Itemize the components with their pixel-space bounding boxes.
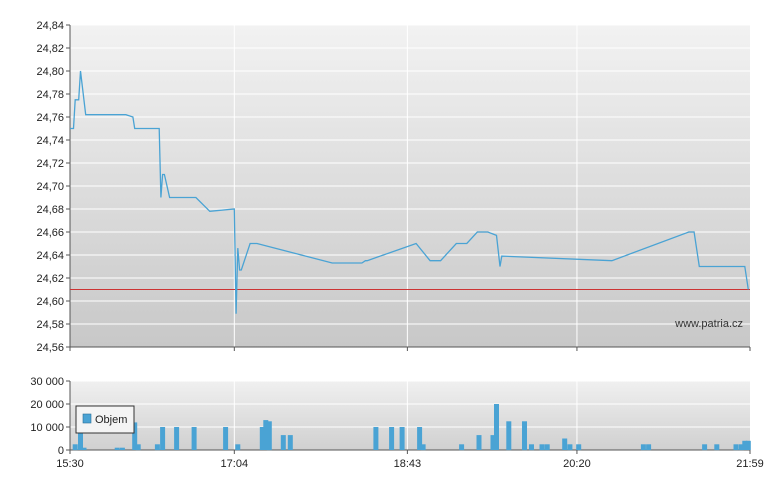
volume-bar — [223, 427, 229, 450]
volume-y-tick-label: 10 000 — [30, 422, 64, 434]
legend-label: Objem — [95, 414, 127, 426]
volume-bar — [78, 431, 83, 450]
volume-y-tick-label: 20 000 — [30, 399, 64, 411]
credit-label: www.patria.cz — [674, 318, 743, 330]
volume-bar — [506, 421, 512, 451]
volume-bar — [114, 447, 120, 450]
volume-bar — [174, 427, 180, 450]
volume-bar — [576, 444, 582, 451]
price-y-tick-label: 24,68 — [36, 204, 64, 216]
x-tick-label: 15:30 — [56, 458, 84, 470]
volume-bar — [738, 444, 744, 451]
price-y-tick-label: 24,60 — [36, 296, 64, 308]
volume-bar — [742, 440, 748, 450]
volume-bar — [417, 427, 423, 450]
volume-bar — [544, 444, 550, 451]
price-y-tick-label: 24,78 — [36, 89, 64, 101]
x-tick-label: 17:04 — [221, 458, 249, 470]
price-series-line — [70, 70, 749, 314]
price-y-tick-label: 24,76 — [36, 112, 64, 124]
volume-bar — [81, 447, 87, 450]
price-y-tick-label: 24,72 — [36, 158, 64, 170]
x-tick-label: 21:59 — [736, 458, 764, 470]
volume-bar — [160, 427, 166, 450]
volume-bar — [745, 440, 751, 450]
volume-bar — [714, 444, 720, 451]
volume-bar — [494, 404, 499, 450]
volume-bar — [119, 447, 125, 450]
volume-bars — [72, 404, 751, 451]
volume-bar — [132, 422, 138, 450]
volume-bar — [259, 427, 265, 450]
volume-bar — [459, 444, 465, 451]
volume-y-tick-labels: 30 000 20 000 10 000 0 — [30, 376, 70, 457]
volume-bar — [287, 435, 293, 450]
volume-bar — [280, 435, 286, 450]
volume-bar — [420, 444, 426, 451]
volume-bar — [733, 444, 739, 451]
volume-y-tick-label: 0 — [58, 445, 64, 457]
volume-y-tick-label: 30 000 — [30, 376, 64, 388]
price-y-tick-label: 24,56 — [36, 342, 64, 354]
volume-bar — [135, 444, 141, 451]
volume-bar — [646, 444, 652, 451]
volume-bar — [373, 427, 379, 450]
volume-bar — [191, 427, 197, 450]
volume-bar — [529, 444, 534, 451]
volume-bar — [539, 444, 545, 451]
price-x-ticks — [69, 347, 751, 351]
price-y-tick-label: 24,74 — [36, 135, 64, 147]
volume-grid — [70, 380, 750, 450]
volume-bar — [562, 438, 568, 450]
volume-bar — [567, 444, 573, 451]
volume-bar — [476, 435, 482, 450]
volume-bar — [266, 421, 272, 451]
volume-x-tick-labels: 15:30 17:04 18:43 20:20 21:59 — [56, 450, 764, 470]
volume-bar — [702, 444, 708, 451]
price-y-tick-label: 24,66 — [36, 227, 64, 239]
price-y-tick-label: 24,58 — [36, 319, 64, 331]
price-y-tick-label: 24,84 — [36, 20, 64, 32]
volume-bar — [389, 427, 395, 450]
price-y-tick-labels: 24,84 24,82 24,80 24,78 24,76 24,74 24,72 24,70… — [36, 20, 70, 354]
volume-bar — [640, 444, 646, 451]
price-y-tick-label: 24,82 — [36, 43, 64, 55]
volume-legend: Objem — [75, 405, 135, 434]
volume-bar — [263, 420, 269, 450]
legend-swatch — [82, 413, 92, 424]
volume-bar — [490, 435, 496, 450]
volume-bar — [399, 427, 405, 450]
x-tick-label: 18:43 — [394, 458, 422, 470]
volume-bar — [72, 444, 78, 451]
volume-bar — [154, 444, 160, 451]
price-y-tick-label: 24,70 — [36, 181, 64, 193]
x-tick-label: 20:20 — [563, 458, 591, 470]
price-y-tick-label: 24,62 — [36, 273, 64, 285]
volume-bar — [522, 421, 527, 451]
price-y-tick-label: 24,80 — [36, 66, 64, 78]
price-y-tick-label: 24,64 — [36, 250, 64, 262]
volume-panel-background — [70, 381, 750, 450]
volume-bar — [235, 444, 241, 451]
